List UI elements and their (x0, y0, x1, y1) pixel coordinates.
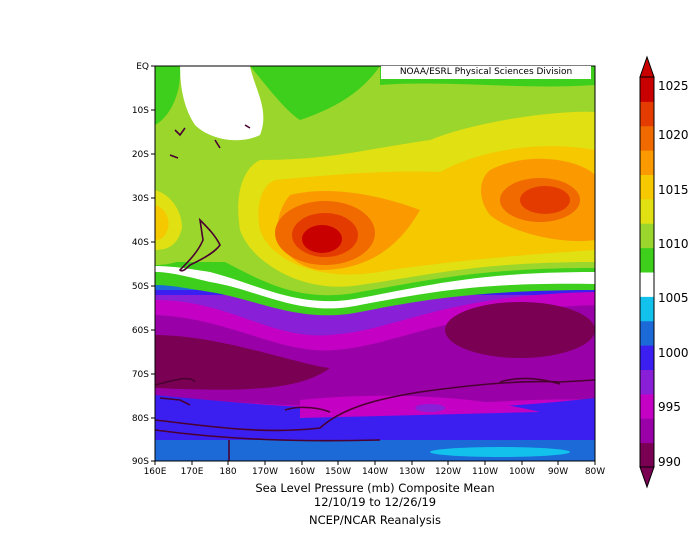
coastlines (155, 124, 595, 461)
colorbar-segment (640, 77, 654, 102)
colorbar-segment (640, 247, 654, 273)
data-source: NCEP/NCAR Reanalysis (309, 513, 441, 527)
colorbar-segment (640, 174, 654, 200)
colorbar-segment (640, 223, 654, 249)
colorbar-tick-label: 1025 (658, 79, 689, 93)
colorbar-bottom-arrow (639, 466, 655, 489)
colorbar-top-arrow (639, 55, 655, 78)
colorbar-segment (640, 198, 654, 224)
lon-label: 80W (585, 467, 605, 477)
colorbar-tick-label: 1005 (658, 291, 689, 305)
colorbar-frame (639, 76, 655, 468)
longitude-axis: 160E 170E 180 170W 160W 150W 140W 130W 1… (144, 461, 605, 477)
colorbar-segment (640, 320, 654, 346)
colorbar-tick-label: 1000 (658, 346, 689, 360)
lat-label: 60S (132, 326, 149, 336)
colorbar-segment (640, 125, 654, 151)
lon-label: 150W (325, 467, 351, 477)
colorbar-tick-label: 995 (658, 400, 681, 414)
map-title: Sea Level Pressure (mb) Composite Mean (255, 481, 495, 495)
lat-label: 40S (132, 238, 149, 248)
colorbar-tick-label: 990 (658, 455, 681, 469)
colorbar-segment (640, 150, 654, 175)
lon-label: 130W (399, 467, 425, 477)
lat-label: 50S (132, 282, 149, 292)
lat-label: 90S (132, 457, 149, 467)
latitude-axis: EQ 10S 20S 30S 40S 50S 60S 70S 80S 90S (132, 62, 155, 467)
lat-label: 30S (132, 194, 149, 204)
colorbar-segment (640, 101, 654, 127)
colorbar-segment (640, 272, 654, 297)
colorbar-tick-label: 1010 (658, 237, 689, 251)
lat-label: 10S (132, 106, 149, 116)
colorbar-segment (640, 369, 654, 395)
colorbar-segment (640, 418, 654, 444)
lon-label: 110W (472, 467, 498, 477)
colorbar-segment (640, 345, 654, 370)
lat-label: 70S (132, 370, 149, 380)
lon-label: 170W (252, 467, 278, 477)
lon-label: 180 (219, 467, 236, 477)
colorbar-segment (640, 393, 654, 419)
colorbar: 1025 1020 1015 1010 1005 1000 995 990 (639, 55, 689, 489)
lat-label: 20S (132, 150, 149, 160)
colorbar-tick-label: 1015 (658, 183, 689, 197)
pressure-field (155, 66, 595, 461)
lon-label: 140W (362, 467, 388, 477)
colorbar-tick-label: 1020 (658, 128, 689, 142)
date-range: 12/10/19 to 12/26/19 (313, 495, 437, 509)
lat-label: EQ (136, 62, 149, 72)
colorbar-segments (640, 77, 654, 468)
lat-label: 80S (132, 414, 149, 424)
lon-label: 100W (509, 467, 535, 477)
lon-label: 160E (144, 467, 167, 477)
lon-label: 120W (435, 467, 461, 477)
lon-label: 170E (181, 467, 204, 477)
lon-label: 90W (548, 467, 568, 477)
colorbar-segment (640, 442, 654, 468)
colorbar-ticks: 1025 1020 1015 1010 1005 1000 995 990 (658, 79, 689, 469)
credit-label: NOAA/ESRL Physical Sciences Division (381, 66, 591, 79)
colorbar-segment (640, 296, 654, 322)
lon-label: 160W (289, 467, 315, 477)
